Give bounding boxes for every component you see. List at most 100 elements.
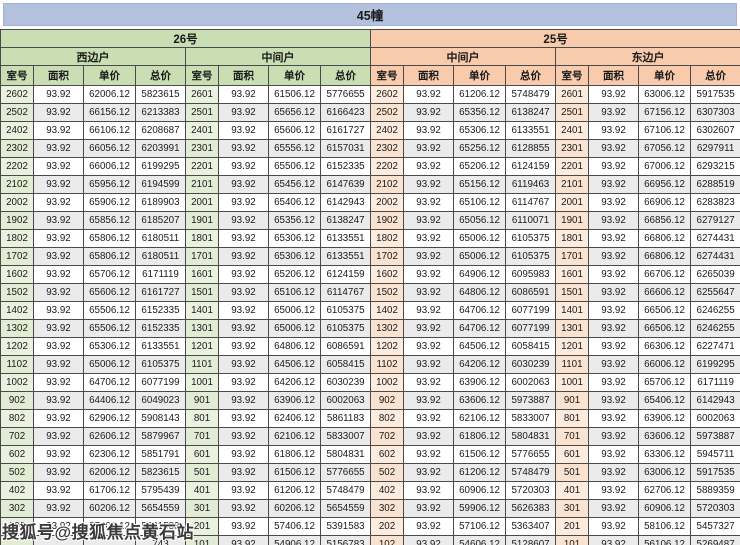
room-cell: 2402 <box>0 121 34 140</box>
total-price-cell: 5654559 <box>319 499 372 518</box>
area-cell: 93.92 <box>403 229 455 248</box>
unit-price-cell: 64706.12 <box>453 301 507 320</box>
total-price-cell: 5654559 <box>135 499 186 518</box>
room-cell: 2401 <box>555 121 590 140</box>
unit-price-cell: 60906.12 <box>453 481 507 500</box>
total-price-cell: 6302607 <box>690 121 740 140</box>
area-cell: 93.92 <box>403 391 455 410</box>
total-price-cell: 6171119 <box>690 373 740 392</box>
area-cell: 93.92 <box>33 247 84 266</box>
area-cell: 93.92 <box>588 157 640 176</box>
unit-price-cell: 64806.12 <box>268 337 321 356</box>
total-price-cell: 5851791 <box>135 445 186 464</box>
room-cell: 2402 <box>370 121 405 140</box>
room-cell: 1002 <box>370 373 405 392</box>
area-cell: 93.92 <box>218 283 269 302</box>
col-header-room: 室号 <box>185 65 219 86</box>
total-price-cell: 5945711 <box>690 445 740 464</box>
unit-price-cell: 66906.12 <box>638 193 692 212</box>
unit-price-cell: 65256.12 <box>453 139 507 158</box>
total-price-cell: 743 <box>135 535 186 545</box>
unit-price-cell: 65806.12 <box>83 247 136 266</box>
unit-price-cell: 63906.12 <box>268 391 321 410</box>
area-cell: 93.92 <box>33 373 84 392</box>
unit-price-cell: 62006.12 <box>83 463 136 482</box>
total-price-cell: 5626383 <box>505 499 557 518</box>
room-cell: 2201 <box>555 157 590 176</box>
total-price-cell: 5776655 <box>319 463 372 482</box>
room-cell: 1601 <box>555 265 590 284</box>
room-cell: 302 <box>0 499 34 518</box>
area-cell: 93.92 <box>403 409 455 428</box>
unit-price-cell: 61206.12 <box>453 85 507 104</box>
area-cell: 93.92 <box>403 265 455 284</box>
room-cell: 2102 <box>0 175 34 194</box>
area-cell: 93.92 <box>588 229 640 248</box>
room-cell: 2102 <box>370 175 405 194</box>
room-cell: 702 <box>0 427 34 446</box>
col-header-unit-price: 单价 <box>83 65 136 86</box>
room-cell: 1702 <box>370 247 405 266</box>
unit-price-cell: 66006.12 <box>83 157 136 176</box>
room-cell: 1302 <box>370 319 405 338</box>
total-price-cell: 5269487 <box>690 535 740 545</box>
area-cell: 93.92 <box>588 121 640 140</box>
area-cell: 93.92 <box>588 463 640 482</box>
room-cell: 502 <box>370 463 405 482</box>
unit-price-cell: 61206.12 <box>453 463 507 482</box>
area-cell: 93.92 <box>33 85 84 104</box>
total-price-cell: 6246255 <box>690 319 740 338</box>
area-cell: 93.92 <box>403 517 455 536</box>
room-cell: 601 <box>185 445 219 464</box>
area-cell: 93.92 <box>588 481 640 500</box>
total-price-cell: 6199295 <box>690 355 740 374</box>
total-price-cell: 5804831 <box>319 445 372 464</box>
total-price-cell: 5720303 <box>505 481 557 500</box>
unit-price-cell: 64206.12 <box>268 373 321 392</box>
area-cell: 93.92 <box>588 175 640 194</box>
unit-header-middle-26: 中间户 <box>184 47 372 66</box>
unit-price-cell: 65506.12 <box>268 157 321 176</box>
area-cell: 93.92 <box>218 445 269 464</box>
area-cell: 93.92 <box>588 139 640 158</box>
area-cell: 93.92 <box>33 499 84 518</box>
total-price-cell: 6157031 <box>319 139 372 158</box>
total-price-cell: 6213383 <box>135 103 186 122</box>
area-cell: 93.92 <box>403 301 455 320</box>
total-price-cell: 5833007 <box>505 409 557 428</box>
total-price-cell: 6297911 <box>690 139 740 158</box>
room-cell: 2302 <box>370 139 405 158</box>
table-row: 402 93.92 61706.12 5795439 401 93.92 61206.12 5… <box>0 481 740 500</box>
table-row: 2202 93.92 66006.12 6199295 2201 93.92 65506.1… <box>0 157 740 176</box>
room-cell: 1301 <box>185 319 219 338</box>
area-cell: 93.92 <box>588 283 640 302</box>
room-cell: 2001 <box>555 193 590 212</box>
total-price-cell: 6166423 <box>319 103 372 122</box>
area-cell: 93.92 <box>33 211 84 230</box>
room-cell: 1201 <box>555 337 590 356</box>
unit-price-cell: 61706.12 <box>83 481 136 500</box>
area-cell: 93.92 <box>403 283 455 302</box>
room-cell: 1602 <box>0 265 34 284</box>
unit-price-cell: 65006.12 <box>268 319 321 338</box>
total-price-cell: 6227471 <box>690 337 740 356</box>
table-row: 502 93.92 62006.12 5823615 501 93.92 61506.12 5… <box>0 463 740 482</box>
unit-price-cell: 54606.12 <box>453 535 507 545</box>
total-price-cell: 6180511 <box>135 229 186 248</box>
area-cell: 93.92 <box>218 139 269 158</box>
area-cell: 93.92 <box>588 391 640 410</box>
page-title: 45幢 <box>356 9 384 23</box>
unit-header-west: 西边户 <box>0 47 186 66</box>
unit-price-cell: 61506.12 <box>268 85 321 104</box>
area-cell: 93.92 <box>218 535 269 545</box>
room-cell: 501 <box>555 463 590 482</box>
table-row: 2002 93.92 65906.12 6189903 2001 93.92 65406.1… <box>0 193 740 212</box>
room-cell: 802 <box>370 409 405 428</box>
total-price-cell: 6105375 <box>319 301 372 320</box>
room-cell: 1901 <box>185 211 219 230</box>
area-cell: 93.92 <box>588 247 640 266</box>
total-price-cell: 6077199 <box>505 319 557 338</box>
area-cell: 93.92 <box>403 445 455 464</box>
area-cell: 93.92 <box>218 481 269 500</box>
total-price-cell: 6105375 <box>319 319 372 338</box>
